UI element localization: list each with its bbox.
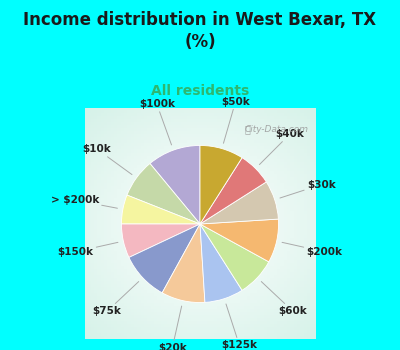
Wedge shape: [150, 146, 200, 224]
Wedge shape: [122, 195, 200, 224]
Text: City-Data.com: City-Data.com: [244, 125, 308, 134]
Text: $30k: $30k: [280, 180, 336, 198]
Text: $20k: $20k: [158, 306, 186, 350]
Text: ⓘ: ⓘ: [245, 125, 251, 135]
Text: $100k: $100k: [139, 99, 175, 145]
Wedge shape: [200, 146, 242, 224]
Text: Income distribution in West Bexar, TX
(%): Income distribution in West Bexar, TX (%…: [24, 10, 376, 51]
Text: $60k: $60k: [261, 281, 307, 316]
Text: $75k: $75k: [93, 281, 139, 316]
Wedge shape: [162, 224, 205, 302]
Wedge shape: [200, 219, 278, 262]
Text: $50k: $50k: [221, 97, 250, 143]
Text: All residents: All residents: [151, 84, 249, 98]
Text: $40k: $40k: [260, 129, 305, 164]
Wedge shape: [200, 158, 266, 224]
Text: $125k: $125k: [222, 304, 258, 350]
Wedge shape: [200, 224, 242, 302]
Wedge shape: [122, 224, 200, 258]
Wedge shape: [129, 224, 200, 293]
Text: $200k: $200k: [282, 242, 342, 257]
Text: $10k: $10k: [82, 144, 132, 175]
Text: > $200k: > $200k: [50, 195, 117, 208]
Wedge shape: [200, 182, 278, 224]
Wedge shape: [200, 224, 269, 290]
Text: $150k: $150k: [58, 242, 118, 257]
Wedge shape: [127, 163, 200, 224]
